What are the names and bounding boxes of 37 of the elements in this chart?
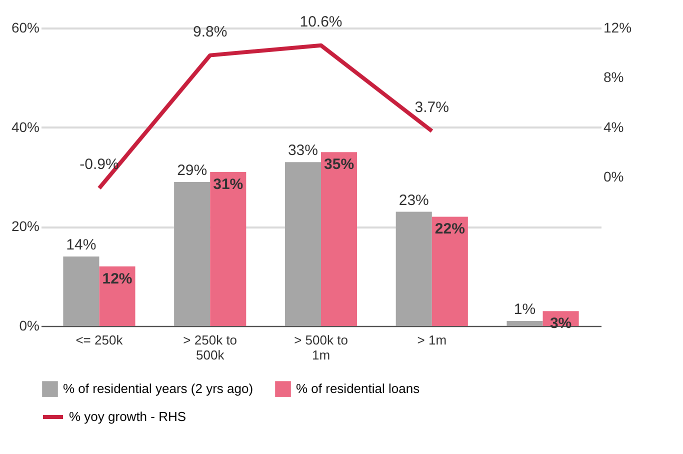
bar [174,182,210,326]
x-tick-label: > 500k to 1m [294,332,348,362]
bar [396,212,432,326]
data-label: 23% [398,192,429,209]
data-label: 33% [288,142,318,160]
bar [506,321,543,326]
data-label: 9.8% [193,23,228,40]
legend-label: % of residential loans [296,381,420,396]
bar [63,256,100,326]
data-label: 29% [177,162,208,179]
bar [210,172,246,326]
y-tick-label: 0% [19,318,40,334]
legend-label: % of residential years (2 yrs ago) [63,381,254,396]
x-tick-label: > 1m [417,332,447,348]
bar [284,162,321,326]
y-tick-label: 20% [11,218,40,234]
data-label: 1% [514,301,536,318]
y2-tick-label: 0% [604,168,624,184]
bar [432,216,468,326]
legend-label: % yoy growth - RHS [69,409,186,424]
y2-tick-label: 12% [604,20,632,36]
data-label: 31% [213,176,244,194]
y2-tick-label: 8% [604,69,624,86]
data-label: 3.7% [414,99,449,116]
bar [321,152,358,326]
x-tick-label: > 250k to 500k [183,332,238,362]
data-label: 22% [434,220,465,238]
y-tick-label: 60% [11,20,40,36]
bar [99,266,136,326]
data-label: 35% [324,156,354,174]
data-label: 10.6% [300,13,342,30]
data-label: 12% [102,270,132,288]
y-tick-label: 40% [11,118,40,135]
y2-tick-label: 4% [604,118,624,135]
data-label: -0.9% [80,156,119,174]
data-label: 14% [66,236,96,254]
x-tick-label: <= 250k [76,332,124,348]
